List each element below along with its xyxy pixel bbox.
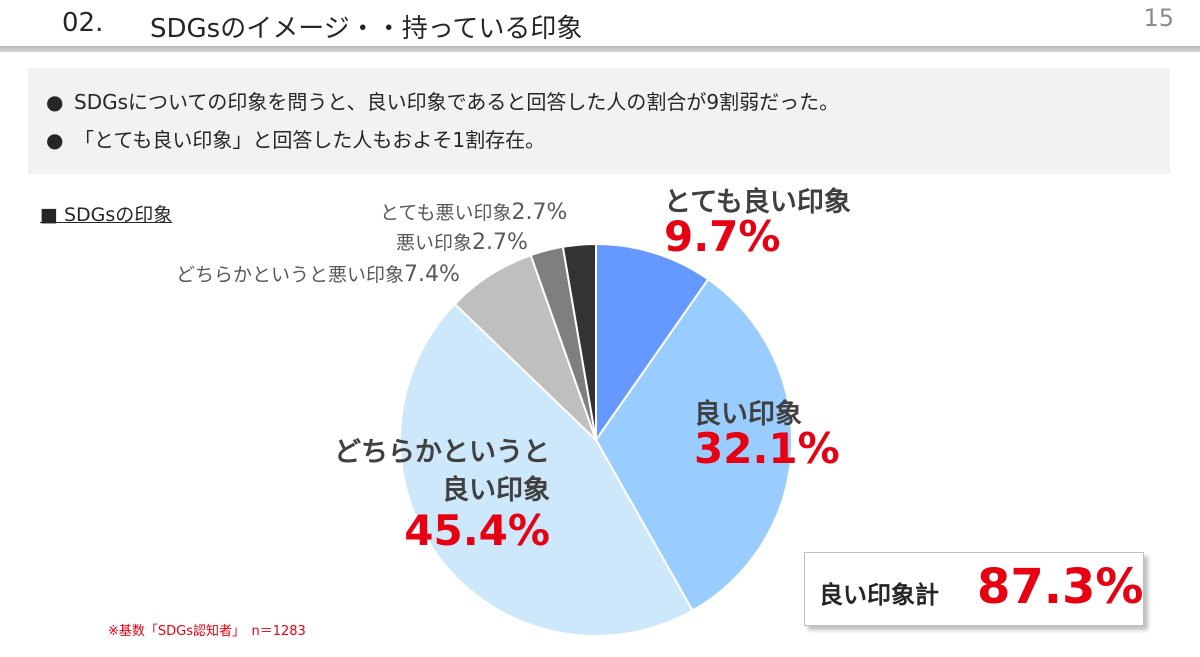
page-number: 15: [1143, 4, 1174, 32]
summary-box: ● SDGsについての印象を問うと、良い印象であると回答した人の割合が9割弱だった…: [28, 68, 1170, 174]
label-somewhat-bad: どちらかというと悪い印象7.4%: [176, 260, 460, 287]
summary-text-1: SDGsについての印象を問うと、良い印象であると回答した人の割合が9割弱だった。: [74, 90, 840, 114]
label-somewhat-bad-value: 7.4%: [404, 262, 460, 287]
summary-line-2: ● 「とても良い印象」と回答した人もおよそ1割存在。: [46, 124, 545, 153]
label-bad-value: 2.7%: [472, 230, 528, 255]
label-somewhat-good-line-1: どちらかというと: [334, 437, 550, 468]
slice-good: [594, 277, 793, 612]
label-somewhat-bad-name: どちらかというと悪い印象: [176, 264, 405, 286]
bullet-icon: ●: [46, 128, 64, 152]
total-label: 良い印象計: [819, 581, 939, 609]
header-divider: [0, 46, 1200, 52]
label-very-bad-name: とても悪い印象: [380, 202, 512, 224]
section-number: 02.: [62, 8, 104, 38]
footnote: ※基数「SDGs認知者」 n＝1283: [108, 624, 306, 639]
chart-title: ■ SDGsの印象: [40, 204, 173, 226]
total-good-box: 良い印象計 87.3%: [804, 552, 1144, 626]
label-very-bad-value: 2.7%: [511, 200, 568, 225]
bullet-icon: ●: [46, 90, 64, 114]
label-somewhat-good-line-2: 良い印象: [442, 475, 550, 506]
slice-very-good: [595, 242, 710, 444]
label-good-value: 32.1%: [694, 424, 840, 473]
label-somewhat-good-name: どちらかというと 良い印象: [306, 434, 550, 510]
label-bad: 悪い印象2.7%: [396, 228, 528, 255]
label-bad-name: 悪い印象: [396, 232, 473, 254]
summary-text-2: 「とても良い印象」と回答した人もおよそ1割存在。: [74, 128, 546, 152]
label-very-bad: とても悪い印象2.7%: [380, 198, 567, 225]
label-very-good-name: とても良い印象: [664, 187, 851, 218]
label-good-name: 良い印象: [694, 399, 802, 430]
slide-header: 02. SDGsのイメージ・・持っている印象 15: [0, 0, 1200, 48]
label-somewhat-good-value: 45.4%: [404, 506, 550, 555]
slice-very-bad: [561, 242, 597, 441]
total-value: 87.3%: [977, 559, 1144, 615]
summary-line-1: ● SDGsについての印象を問うと、良い印象であると回答した人の割合が9割弱だった…: [46, 86, 839, 115]
slice-somewhat-good: [399, 302, 694, 637]
slide-title: SDGsのイメージ・・持っている印象: [150, 14, 583, 44]
label-very-good-value: 9.7%: [664, 212, 781, 261]
